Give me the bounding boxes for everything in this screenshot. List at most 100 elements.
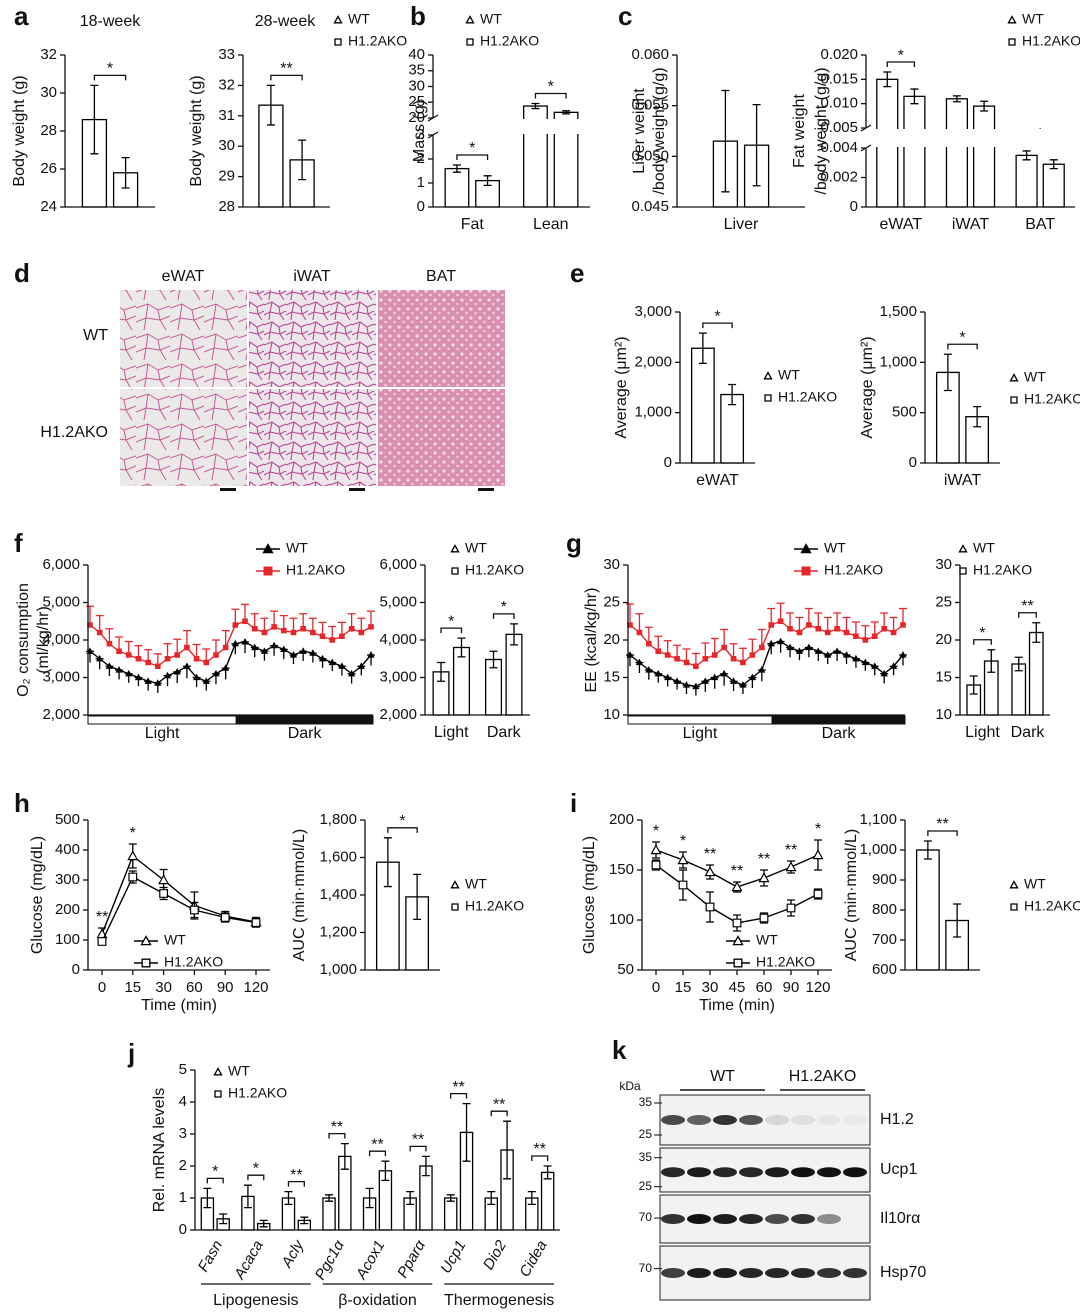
panel-label: k <box>612 1035 627 1065</box>
point <box>134 673 143 681</box>
point <box>654 669 662 677</box>
panel-label: f <box>14 528 23 558</box>
y-tick-label: 500 <box>892 404 917 421</box>
y-tick-label: 25 <box>935 593 952 610</box>
point <box>787 625 793 632</box>
band <box>713 1115 737 1125</box>
x-tick-label: eWAT <box>879 216 922 233</box>
error-bar <box>487 1190 496 1206</box>
series-line <box>101 876 257 942</box>
group-label: WT <box>710 1068 735 1085</box>
y-tick-label: 30 <box>218 137 235 154</box>
legend-symbol <box>466 38 474 46</box>
legend-symbol <box>451 567 459 575</box>
micrograph <box>249 290 376 387</box>
significance: * <box>212 1164 218 1181</box>
point <box>673 677 681 684</box>
y-tick-label: 3,000 <box>42 668 80 685</box>
y-tick-label: 1,000 <box>859 841 897 858</box>
legend-label: WT <box>756 932 778 948</box>
x-tick-label: 120 <box>243 979 268 996</box>
significance: ** <box>96 909 108 926</box>
significance: ** <box>412 1132 424 1149</box>
significance: ** <box>371 1136 383 1153</box>
error-bar <box>1022 150 1031 161</box>
error-bar <box>284 1190 293 1206</box>
sig-bracket <box>1018 612 1037 618</box>
y-tick-label: 15 <box>603 668 620 685</box>
error-bar <box>221 629 230 648</box>
point <box>748 673 756 681</box>
x-tick-label: BAT <box>1025 216 1055 233</box>
point <box>329 637 336 643</box>
legend-symbol <box>214 1090 222 1098</box>
y-tick-label: 30 <box>935 556 952 573</box>
point <box>213 652 219 658</box>
band-label: Hsp70 <box>880 1264 926 1281</box>
x-tick-label: Acaca <box>231 1237 267 1282</box>
sig-bracket <box>531 1155 549 1161</box>
y-tick-label: 3,000 <box>634 303 672 320</box>
band <box>661 1167 685 1178</box>
point <box>758 644 765 651</box>
band <box>791 1167 815 1178</box>
y-axis-label: (ml/kg/hr) <box>35 606 52 674</box>
error-bar <box>952 95 961 103</box>
sig-bracket <box>440 627 463 634</box>
point <box>664 673 672 681</box>
band <box>791 1268 815 1278</box>
phase-light <box>87 715 237 725</box>
band <box>765 1167 789 1178</box>
point <box>889 662 898 669</box>
x-tick-label: Acox1 <box>352 1237 388 1282</box>
y-tick-label: 1 <box>417 174 425 191</box>
band-label: Ucp1 <box>880 1161 917 1178</box>
panel-label: h <box>14 788 30 818</box>
bar <box>443 1197 458 1231</box>
point <box>338 662 346 669</box>
y-axis-label: O₂ consumption <box>15 583 32 697</box>
point <box>824 651 832 658</box>
legend-label: WT <box>1024 369 1046 385</box>
point <box>202 677 210 684</box>
point <box>721 644 727 651</box>
legend-label: H1.2AKO <box>778 389 837 405</box>
point <box>824 629 831 636</box>
sig-bracket <box>534 92 567 99</box>
point <box>145 659 151 666</box>
y-tick-label: 20 <box>603 631 620 648</box>
y-tick-label: 5 <box>179 1061 187 1078</box>
series-line <box>89 620 372 668</box>
panel-label: e <box>570 258 584 288</box>
legend-label: H1.2AKO <box>973 562 1032 578</box>
point <box>125 669 133 677</box>
y-tick-label: 1,000 <box>319 961 357 978</box>
x-tick-label: Pgc1α <box>312 1237 348 1283</box>
error-bar <box>543 1165 552 1180</box>
error-bar <box>219 1213 228 1225</box>
sig-bracket <box>328 1132 346 1139</box>
error-bar <box>489 650 498 669</box>
band <box>843 1268 867 1278</box>
x-tick-label: Fasn <box>195 1237 226 1274</box>
error-bar <box>340 1142 349 1170</box>
y-tick-label: 800 <box>872 901 897 918</box>
point <box>720 669 728 677</box>
point <box>701 677 709 684</box>
phase-dark <box>235 715 374 725</box>
legend-label: H1.2AKO <box>756 954 815 970</box>
x-tick-label: iWAT <box>952 216 990 233</box>
panel-label: i <box>570 788 577 818</box>
ladder-label: 35 <box>639 1095 653 1109</box>
legend-label: WT <box>480 11 502 27</box>
x-tick-label: Dark <box>1011 724 1046 741</box>
point <box>815 625 822 632</box>
x-tick-label: 30 <box>702 979 719 996</box>
significance: * <box>448 613 454 630</box>
band <box>817 1115 841 1125</box>
point <box>729 677 738 684</box>
x-tick-label: Cidea <box>516 1237 550 1279</box>
y-tick-label: 33 <box>218 46 235 63</box>
point <box>144 677 152 684</box>
legend-symbol <box>733 958 743 968</box>
